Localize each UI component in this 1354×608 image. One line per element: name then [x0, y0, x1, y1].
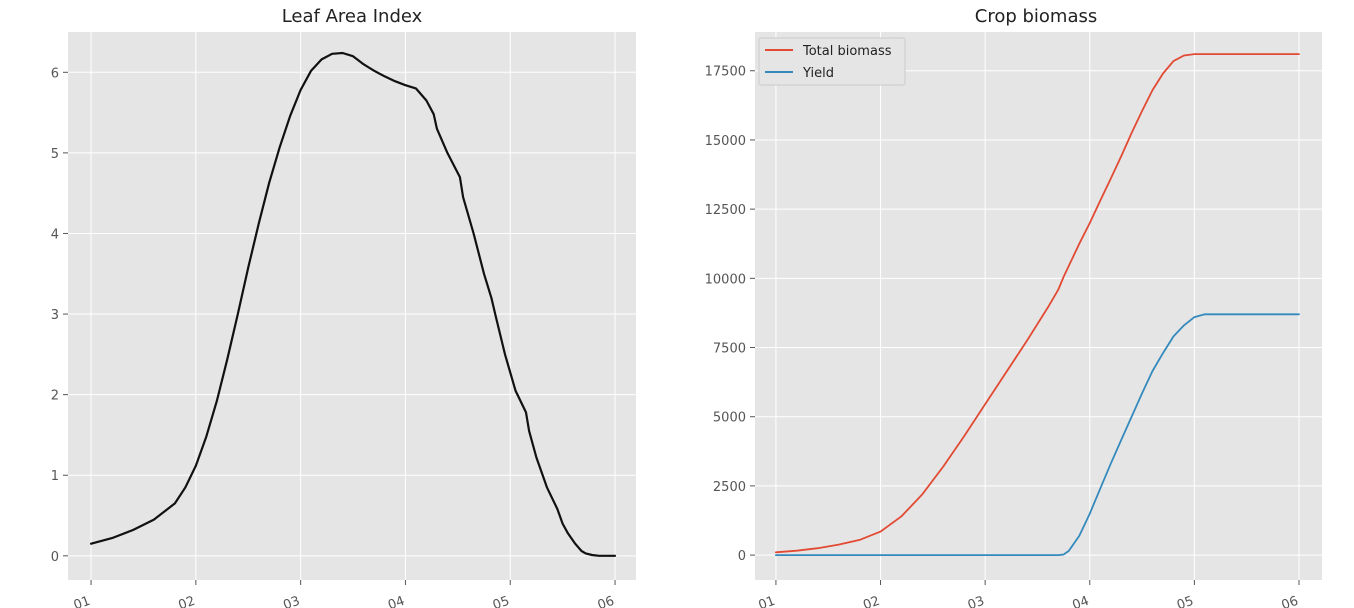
legend-box	[758, 37, 906, 86]
lai-y-tick-label: 0	[51, 550, 59, 565]
lai-y-ticks: 0 1 2 3 4 5 6	[51, 66, 68, 565]
biomass-y-ticks: 0 2500 5000 7500 10000 12500 15000 17500	[705, 65, 755, 564]
lai-x-tick-label: 02	[177, 594, 198, 608]
lai-y-tick-label: 6	[51, 66, 59, 81]
biomass-x-ticks: 01 02 03 04 05 06	[757, 580, 1301, 608]
biomass-x-tick-label: 02	[861, 594, 882, 608]
lai-x-ticks: 01 02 03 04 05 06	[72, 580, 617, 608]
biomass-y-tick-label: 10000	[705, 272, 746, 287]
biomass-x-tick-label: 01	[757, 594, 778, 608]
biomass-y-tick-label: 7500	[713, 342, 746, 357]
legend-label-yield: Yield	[802, 66, 834, 81]
lai-chart-title: Leaf Area Index	[282, 6, 423, 27]
biomass-y-tick-label: 0	[738, 549, 746, 564]
lai-x-tick-label: 05	[491, 594, 512, 608]
biomass-y-tick-label: 2500	[713, 480, 746, 495]
biomass-plot-area	[755, 32, 1322, 580]
biomass-x-tick-label: 05	[1175, 594, 1196, 608]
series-line-lai	[89, 51, 617, 557]
lai-x-tick-label: 03	[281, 594, 302, 608]
biomass-lines	[775, 53, 1300, 556]
lai-y-tick-label: 4	[51, 227, 59, 242]
series-line-yield	[775, 313, 1300, 556]
biomass-x-tick-label: 04	[1070, 594, 1091, 608]
lai-lines	[89, 51, 617, 557]
biomass-y-tick-label: 5000	[713, 411, 746, 426]
biomass-y-tick-label: 15000	[705, 134, 746, 149]
lai-plot-area	[68, 32, 636, 580]
legend-label-total-biomass: Total biomass	[802, 44, 892, 59]
lai-x-tick-label: 06	[596, 594, 617, 608]
lai-x-tick-label: 04	[386, 594, 407, 608]
legend: Total biomass Yield	[758, 37, 906, 86]
biomass-chart-title: Crop biomass	[975, 6, 1098, 27]
biomass-axes: 01 02 03 04 05 06 0 2500 5000 7500 10000 12500 1500…	[705, 6, 1322, 608]
lai-y-tick-label: 5	[51, 147, 59, 162]
series-line-total-biomass	[775, 53, 1300, 554]
lai-y-tick-label: 2	[51, 389, 59, 404]
lai-grid	[68, 32, 636, 580]
lai-x-tick-label: 01	[72, 594, 93, 608]
lai-y-tick-label: 1	[51, 469, 59, 484]
biomass-x-tick-label: 06	[1280, 594, 1301, 608]
biomass-y-tick-label: 12500	[705, 203, 746, 218]
biomass-y-tick-label: 17500	[705, 65, 746, 80]
biomass-x-tick-label: 03	[966, 594, 987, 608]
lai-y-tick-label: 3	[51, 308, 59, 323]
